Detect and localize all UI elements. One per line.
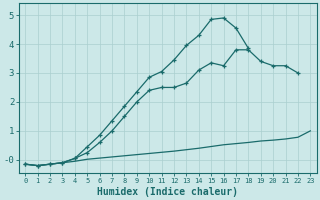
X-axis label: Humidex (Indice chaleur): Humidex (Indice chaleur)	[97, 186, 238, 197]
